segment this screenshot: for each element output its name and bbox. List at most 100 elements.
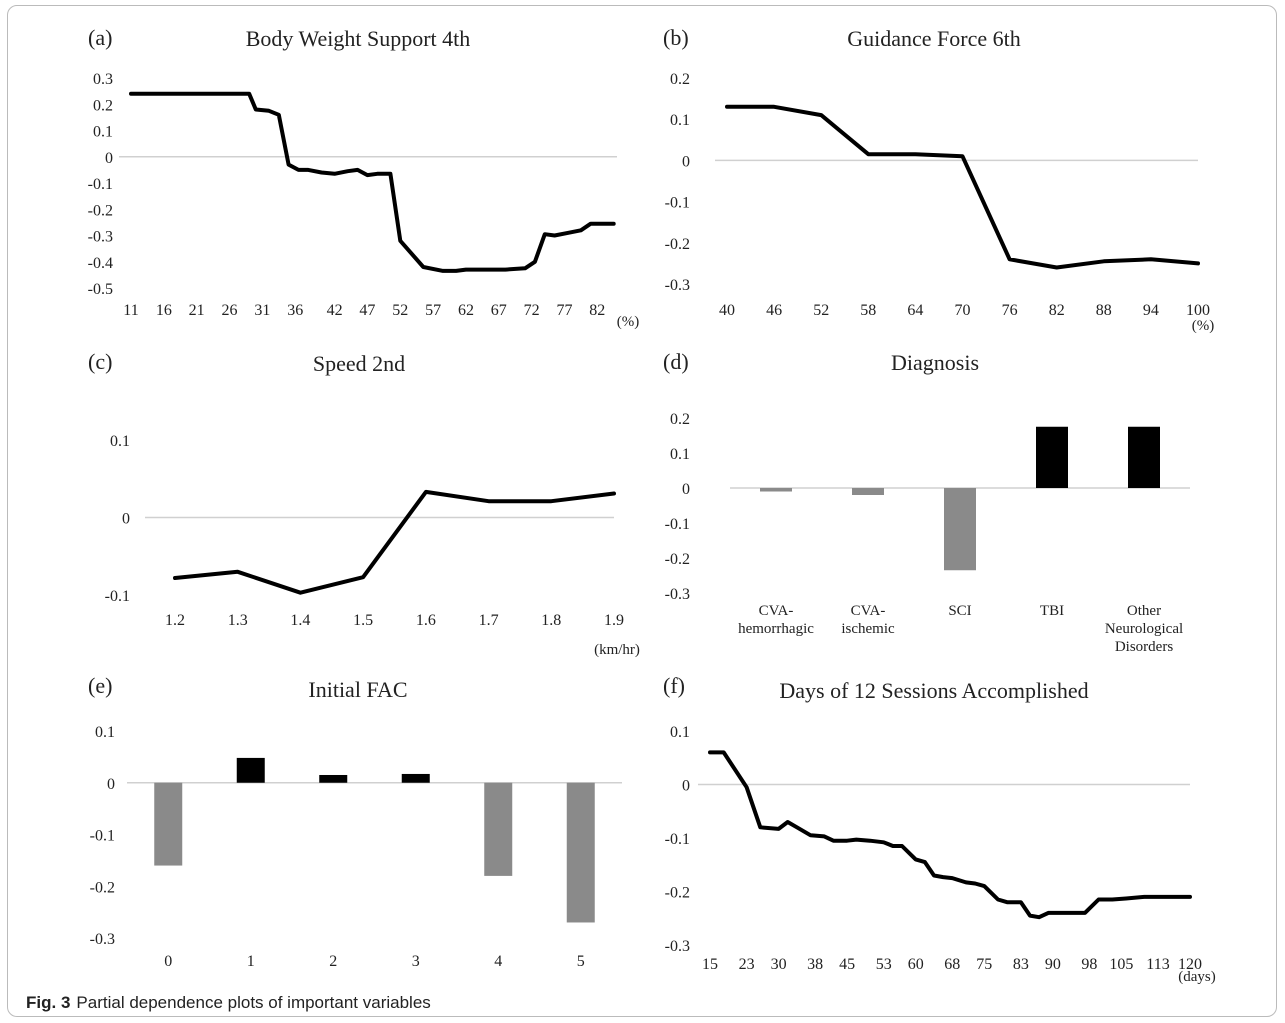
y-tick-label: 0 — [682, 778, 690, 795]
chart-title: Speed 2nd — [313, 351, 405, 376]
x-tick-label: 67 — [491, 302, 507, 319]
x-category-label: Disorders — [1115, 639, 1173, 655]
y-tick-label: -0.2 — [88, 202, 113, 219]
panel-label: (a) — [88, 25, 112, 50]
x-tick-label: 45 — [839, 956, 855, 973]
y-tick-label: -0.3 — [665, 938, 690, 955]
y-tick-label: -0.3 — [665, 277, 690, 294]
bar — [944, 488, 976, 571]
y-tick-label: -0.1 — [88, 176, 113, 193]
panel-label: (e) — [88, 673, 112, 698]
x-tick-label: 75 — [976, 956, 992, 973]
x-tick-label: 36 — [287, 302, 303, 319]
y-tick-label: -0.2 — [665, 551, 690, 568]
y-tick-label: 0.1 — [93, 124, 113, 141]
y-tick-label: -0.3 — [90, 931, 115, 948]
y-tick-label: -0.3 — [88, 229, 113, 246]
y-tick-label: 0 — [105, 150, 113, 167]
series-line — [725, 104, 1200, 270]
x-tick-label: 60 — [908, 956, 924, 973]
x-tick-label: 94 — [1143, 302, 1159, 319]
panel-label: (b) — [663, 25, 689, 50]
x-category-label: CVA- — [759, 603, 794, 619]
series-line — [173, 489, 616, 595]
y-tick-label: 0 — [682, 153, 690, 170]
x-tick-label: 11 — [123, 302, 138, 319]
y-tick-label: -0.1 — [105, 588, 130, 605]
y-tick-label: -0.2 — [665, 885, 690, 902]
x-category-label: TBI — [1040, 603, 1064, 619]
x-tick-label: 40 — [719, 302, 735, 319]
y-tick-label: 0.3 — [93, 71, 113, 88]
chart-title: Days of 12 Sessions Accomplished — [779, 678, 1088, 703]
bar — [236, 757, 265, 783]
y-tick-label: -0.5 — [88, 281, 113, 298]
y-tick-label: 0.1 — [110, 433, 130, 450]
y-tick-label: 0 — [682, 481, 690, 498]
x-category-label: ischemic — [841, 621, 895, 637]
x-tick-label: 77 — [556, 302, 572, 319]
chart-panel-c: (c) Speed 2nd 0.1 0 -0.1 1.2 1.3 1.4 1.5 1.6 1.7 1.… — [88, 349, 640, 658]
caption-label: Fig. 3 — [26, 993, 71, 1012]
x-tick-label: 1.3 — [228, 612, 248, 629]
x-tick-label: 1.7 — [479, 612, 499, 629]
x-tick-label: 90 — [1045, 956, 1061, 973]
x-tick-label: 68 — [944, 956, 960, 973]
x-unit-label: (km/hr) — [594, 642, 640, 658]
chart-panel-f: (f) Days of 12 Sessions Accomplished 0.1 0 -… — [663, 673, 1216, 985]
x-category-label: CVA- — [851, 603, 886, 619]
x-category-label: SCI — [948, 603, 971, 619]
x-unit-label: (%) — [617, 314, 640, 330]
x-tick-label: 52 — [392, 302, 408, 319]
panel-label: (c) — [88, 349, 112, 374]
x-tick-label: 88 — [1096, 302, 1112, 319]
y-tick-label: 0 — [122, 511, 130, 528]
series-line — [129, 91, 616, 273]
y-tick-label: 0.1 — [670, 724, 690, 741]
x-tick-label: 62 — [458, 302, 474, 319]
bar — [1128, 426, 1160, 488]
x-tick-label: 38 — [807, 956, 823, 973]
bar — [852, 488, 884, 495]
bar — [760, 488, 792, 492]
y-tick-label: -0.1 — [90, 828, 115, 845]
figure-frame — [7, 5, 1277, 1017]
x-category-label: 0 — [164, 953, 172, 970]
x-tick-label: 42 — [327, 302, 343, 319]
y-tick-label: -0.4 — [88, 255, 113, 272]
x-tick-label: 46 — [766, 302, 782, 319]
x-tick-label: 21 — [189, 302, 205, 319]
x-tick-label: 70 — [955, 302, 971, 319]
x-tick-label: 64 — [907, 302, 923, 319]
bar — [401, 773, 430, 783]
x-category-label: 1 — [247, 953, 255, 970]
y-tick-label: 0.1 — [95, 724, 115, 741]
bar — [566, 782, 595, 923]
x-tick-label: 100 — [1186, 302, 1210, 319]
x-tick-label: 1.6 — [416, 612, 436, 629]
x-tick-label: 72 — [524, 302, 540, 319]
bar — [319, 774, 348, 783]
y-tick-label: 0.1 — [670, 112, 690, 129]
x-tick-label: 113 — [1146, 956, 1169, 973]
x-tick-label: 83 — [1013, 956, 1029, 973]
chart-title: Body Weight Support 4th — [246, 26, 471, 51]
y-tick-label: -0.3 — [665, 586, 690, 603]
x-category-label: 5 — [577, 953, 585, 970]
x-unit-label: (days) — [1178, 969, 1216, 985]
x-tick-label: 1.5 — [353, 612, 373, 629]
caption-text: Partial dependence plots of important va… — [76, 993, 431, 1012]
y-tick-label: 0.1 — [670, 446, 690, 463]
x-tick-label: 31 — [254, 302, 270, 319]
y-tick-label: -0.2 — [90, 879, 115, 896]
x-category-label: 4 — [494, 953, 502, 970]
x-category-label: Neurological — [1105, 621, 1183, 637]
x-tick-label: 58 — [860, 302, 876, 319]
panel-label: (d) — [663, 349, 689, 374]
bar — [154, 782, 183, 866]
x-tick-label: 120 — [1178, 956, 1202, 973]
panel-label: (f) — [663, 673, 685, 698]
x-unit-label: (%) — [1192, 318, 1215, 334]
bar — [484, 782, 513, 876]
